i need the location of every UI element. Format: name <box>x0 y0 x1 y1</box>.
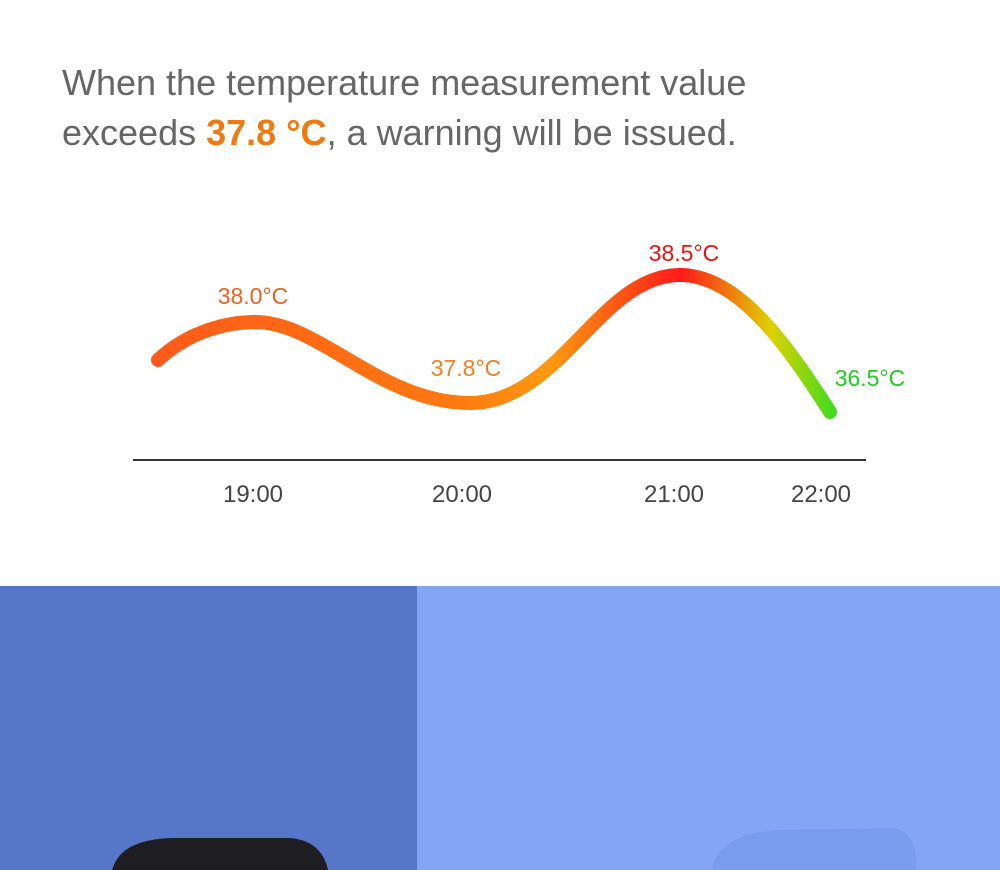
headline-line: When the temperature measurement value <box>62 62 747 103</box>
headline-text: exceeds <box>62 112 207 153</box>
temperature-label: 37.8°C <box>431 355 502 381</box>
left-panel <box>0 586 417 870</box>
temperature-label: 38.5°C <box>649 240 720 266</box>
temperature-label: 36.5°C <box>835 365 906 391</box>
temperature-label: 38.0°C <box>218 283 289 309</box>
temperature-curve <box>151 267 837 419</box>
headline-line: exceeds 37.8 °C, a warning will be issue… <box>62 108 746 158</box>
right-panel <box>417 586 1000 870</box>
headline-text: , a warning will be issued. <box>326 112 737 153</box>
time-label: 20:00 <box>432 481 492 508</box>
time-label: 19:00 <box>223 481 283 508</box>
device-dark <box>112 838 328 870</box>
threshold-highlight: 37.8 °C <box>206 112 327 153</box>
headline: When the temperature measurement value e… <box>62 58 746 158</box>
device-light <box>712 828 917 870</box>
time-label: 21:00 <box>644 481 704 508</box>
time-label: 22:00 <box>791 481 851 508</box>
